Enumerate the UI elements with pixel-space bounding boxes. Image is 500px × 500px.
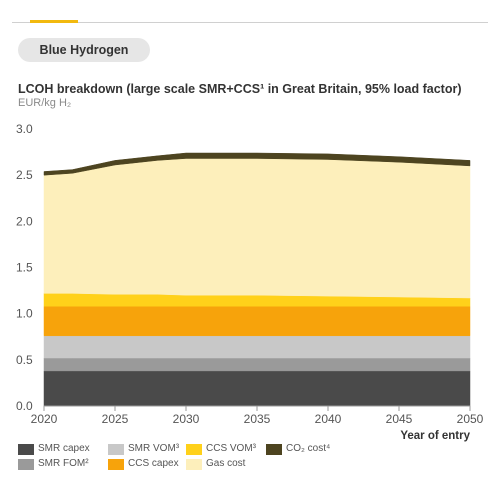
x-tick-label-4: 2040 (315, 412, 342, 426)
x-tick-label-6: 2050 (457, 412, 484, 426)
legend-label: SMR FOM² (38, 458, 89, 469)
y-tick-label-1: 0.5 (16, 353, 33, 367)
chart-title: LCOH breakdown (large scale SMR+CCS¹ in … (18, 82, 462, 96)
legend-label: Gas cost (206, 458, 246, 469)
legend-label: CCS capex (128, 458, 179, 469)
x-axis-title: Year of entry (400, 430, 470, 442)
area-series-6 (43, 152, 471, 176)
y-tick-label-5: 2.5 (16, 168, 33, 182)
legend-swatch (266, 444, 282, 455)
y-tick-label-3: 1.5 (16, 261, 33, 275)
y-tick-label-6: 3.0 (16, 122, 33, 136)
legend-label: SMR VOM³ (128, 443, 180, 454)
x-tick-label-5: 2045 (386, 412, 413, 426)
section-pill: Blue Hydrogen (18, 38, 150, 62)
area-series-2 (43, 335, 471, 359)
area-series-5 (43, 158, 471, 299)
x-tick-label-3: 2035 (244, 412, 271, 426)
top-divider (12, 22, 488, 23)
legend-label: CO₂ cost⁴ (286, 443, 331, 454)
legend-swatch (186, 459, 202, 470)
area-series-3 (43, 306, 471, 337)
chart-legend: SMR capex SMR VOM³ CCS VOM³ CO₂ cost⁴ SMR FO… (18, 443, 488, 483)
y-tick-label-0: 0.0 (16, 399, 33, 413)
area-series-1 (43, 357, 471, 372)
legend-label: SMR capex (38, 443, 90, 454)
area-series-0 (43, 370, 471, 407)
chart-plot: 0.0 0.5 1.0 1.5 2.0 2.5 3.0 2020 2025 2030 2035 204… (16, 122, 484, 442)
x-tick-label-2: 2030 (173, 412, 200, 426)
legend-swatch (108, 444, 124, 455)
legend-swatch (18, 459, 34, 470)
legend-label: CCS VOM³ (206, 443, 256, 454)
legend-swatch (186, 444, 202, 455)
top-accent-bar (30, 20, 78, 23)
x-tick-label-1: 2025 (102, 412, 129, 426)
y-axis-unit: EUR/kg H₂ (18, 97, 72, 109)
x-tick-label-0: 2020 (31, 412, 58, 426)
legend-swatch (108, 459, 124, 470)
legend-swatch (18, 444, 34, 455)
y-tick-label-4: 2.0 (16, 214, 33, 228)
y-tick-label-2: 1.0 (16, 307, 33, 321)
